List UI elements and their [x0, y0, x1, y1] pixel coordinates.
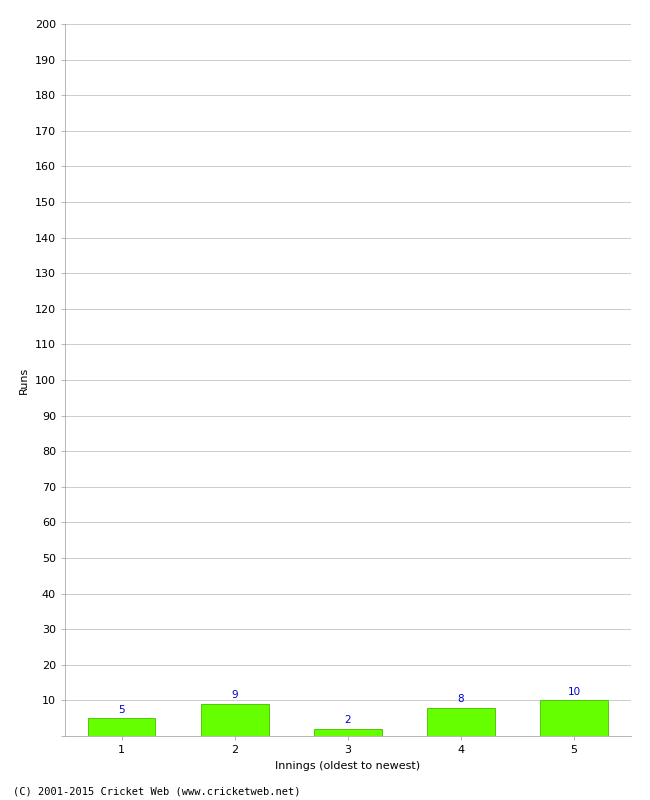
- Bar: [201, 704, 268, 736]
- Text: (C) 2001-2015 Cricket Web (www.cricketweb.net): (C) 2001-2015 Cricket Web (www.cricketwe…: [13, 786, 300, 796]
- Bar: [427, 707, 495, 736]
- Text: 5: 5: [118, 705, 125, 714]
- X-axis label: Innings (oldest to newest): Innings (oldest to newest): [275, 761, 421, 770]
- Bar: [540, 701, 608, 736]
- Text: 8: 8: [458, 694, 464, 704]
- Y-axis label: Runs: Runs: [20, 366, 29, 394]
- Text: 9: 9: [231, 690, 238, 701]
- Text: 10: 10: [567, 687, 580, 697]
- Bar: [314, 729, 382, 736]
- Bar: [88, 718, 155, 736]
- Text: 2: 2: [344, 715, 351, 726]
